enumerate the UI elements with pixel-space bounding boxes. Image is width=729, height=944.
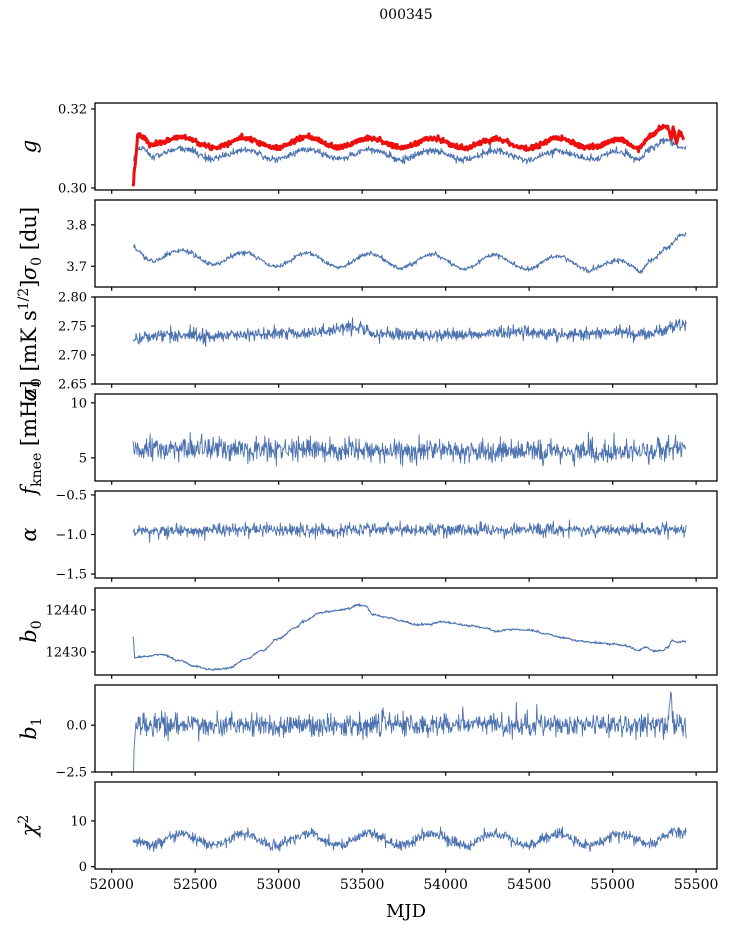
- y-tick-label: −2.5: [55, 766, 87, 781]
- y-tick-label: 0.30: [58, 182, 87, 197]
- x-tick-label: 54000: [423, 877, 468, 893]
- x-tick-label: 54500: [507, 877, 552, 893]
- axes-frame: [94, 393, 718, 482]
- y-tick-label: −1.0: [55, 528, 87, 543]
- y-tick-label: −0.5: [55, 488, 87, 503]
- y-axis-label-b0: b0: [17, 620, 45, 642]
- panel-sigma0-mks: 2.65 2.70 2.75 2.80 σ0 [mK s1/2]: [16, 280, 718, 402]
- series-blue-series: [132, 431, 687, 467]
- y-tick-label: 3.8: [66, 218, 87, 233]
- x-tick-label: 52000: [89, 877, 134, 893]
- y-tick-label: 3.7: [66, 260, 87, 275]
- series-blue-series: [132, 826, 687, 852]
- y-tick-label: 10: [70, 396, 87, 411]
- y-tick-label: 10: [70, 814, 87, 829]
- y-tick-label: 0: [79, 860, 87, 875]
- x-tick-label: 53000: [256, 877, 301, 893]
- x-axis-label: MJD: [386, 901, 426, 922]
- axes-frame: [94, 490, 718, 579]
- y-axis-label-b1: b1: [17, 717, 45, 739]
- y-tick-label: 12430: [46, 645, 87, 660]
- x-tick-label: 53500: [340, 877, 385, 893]
- series-blue-series: [133, 137, 687, 165]
- series-blue-series: [132, 232, 687, 274]
- panel-chi2: 0 10 χ2: [16, 781, 718, 875]
- y-tick-label: 5: [79, 451, 87, 466]
- y-tick-label: 12440: [46, 603, 87, 618]
- axes-frame: [94, 781, 718, 870]
- series-blue-series: [132, 691, 687, 772]
- series-blue-series: [132, 317, 687, 347]
- panel-g: 0.30 0.32 g: [17, 102, 718, 197]
- y-axis-label-sigma0-du: σ0 [du]: [17, 207, 45, 280]
- axes-frame: [94, 102, 718, 191]
- y-axis-label-sigma0-mks: σ0 [mK s1/2]: [16, 280, 45, 402]
- y-axis-label-alpha: α: [17, 527, 41, 541]
- y-tick-label: 2.75: [58, 320, 87, 335]
- axes-frame: [94, 684, 718, 773]
- y-tick-label: −1.5: [55, 568, 87, 583]
- series-blue-series: [132, 519, 687, 543]
- y-axis-label-chi2: χ2: [16, 815, 41, 839]
- panel-alpha: −1.5 −1.0 −0.5 α: [17, 488, 718, 583]
- y-tick-label: 0.32: [58, 102, 87, 117]
- y-tick-label: 2.70: [58, 349, 87, 364]
- panel-b1: −2.5 0.0 b1: [17, 684, 718, 781]
- panel-fknee: 5 10 fknee [mHz]: [17, 380, 718, 497]
- chart-title: 000345: [379, 7, 433, 23]
- y-axis-label-g: g: [17, 140, 41, 153]
- axes-frame: [94, 199, 718, 288]
- x-tick-label: 55000: [590, 877, 635, 893]
- series-blue-series: [132, 603, 687, 671]
- series-red-series: [131, 123, 686, 187]
- axes-frame: [94, 587, 718, 676]
- x-tick-label: 52500: [173, 877, 218, 893]
- y-tick-label: 2.65: [58, 378, 87, 393]
- y-tick-label: 2.80: [58, 291, 87, 306]
- axes-frame: [94, 296, 718, 385]
- x-tick-label: 55500: [674, 877, 719, 893]
- y-tick-label: 0.0: [66, 719, 87, 734]
- panel-sigma0-du: 3.7 3.8 σ0 [du]: [17, 199, 718, 291]
- y-axis-label-fknee: fknee [mHz]: [17, 380, 45, 496]
